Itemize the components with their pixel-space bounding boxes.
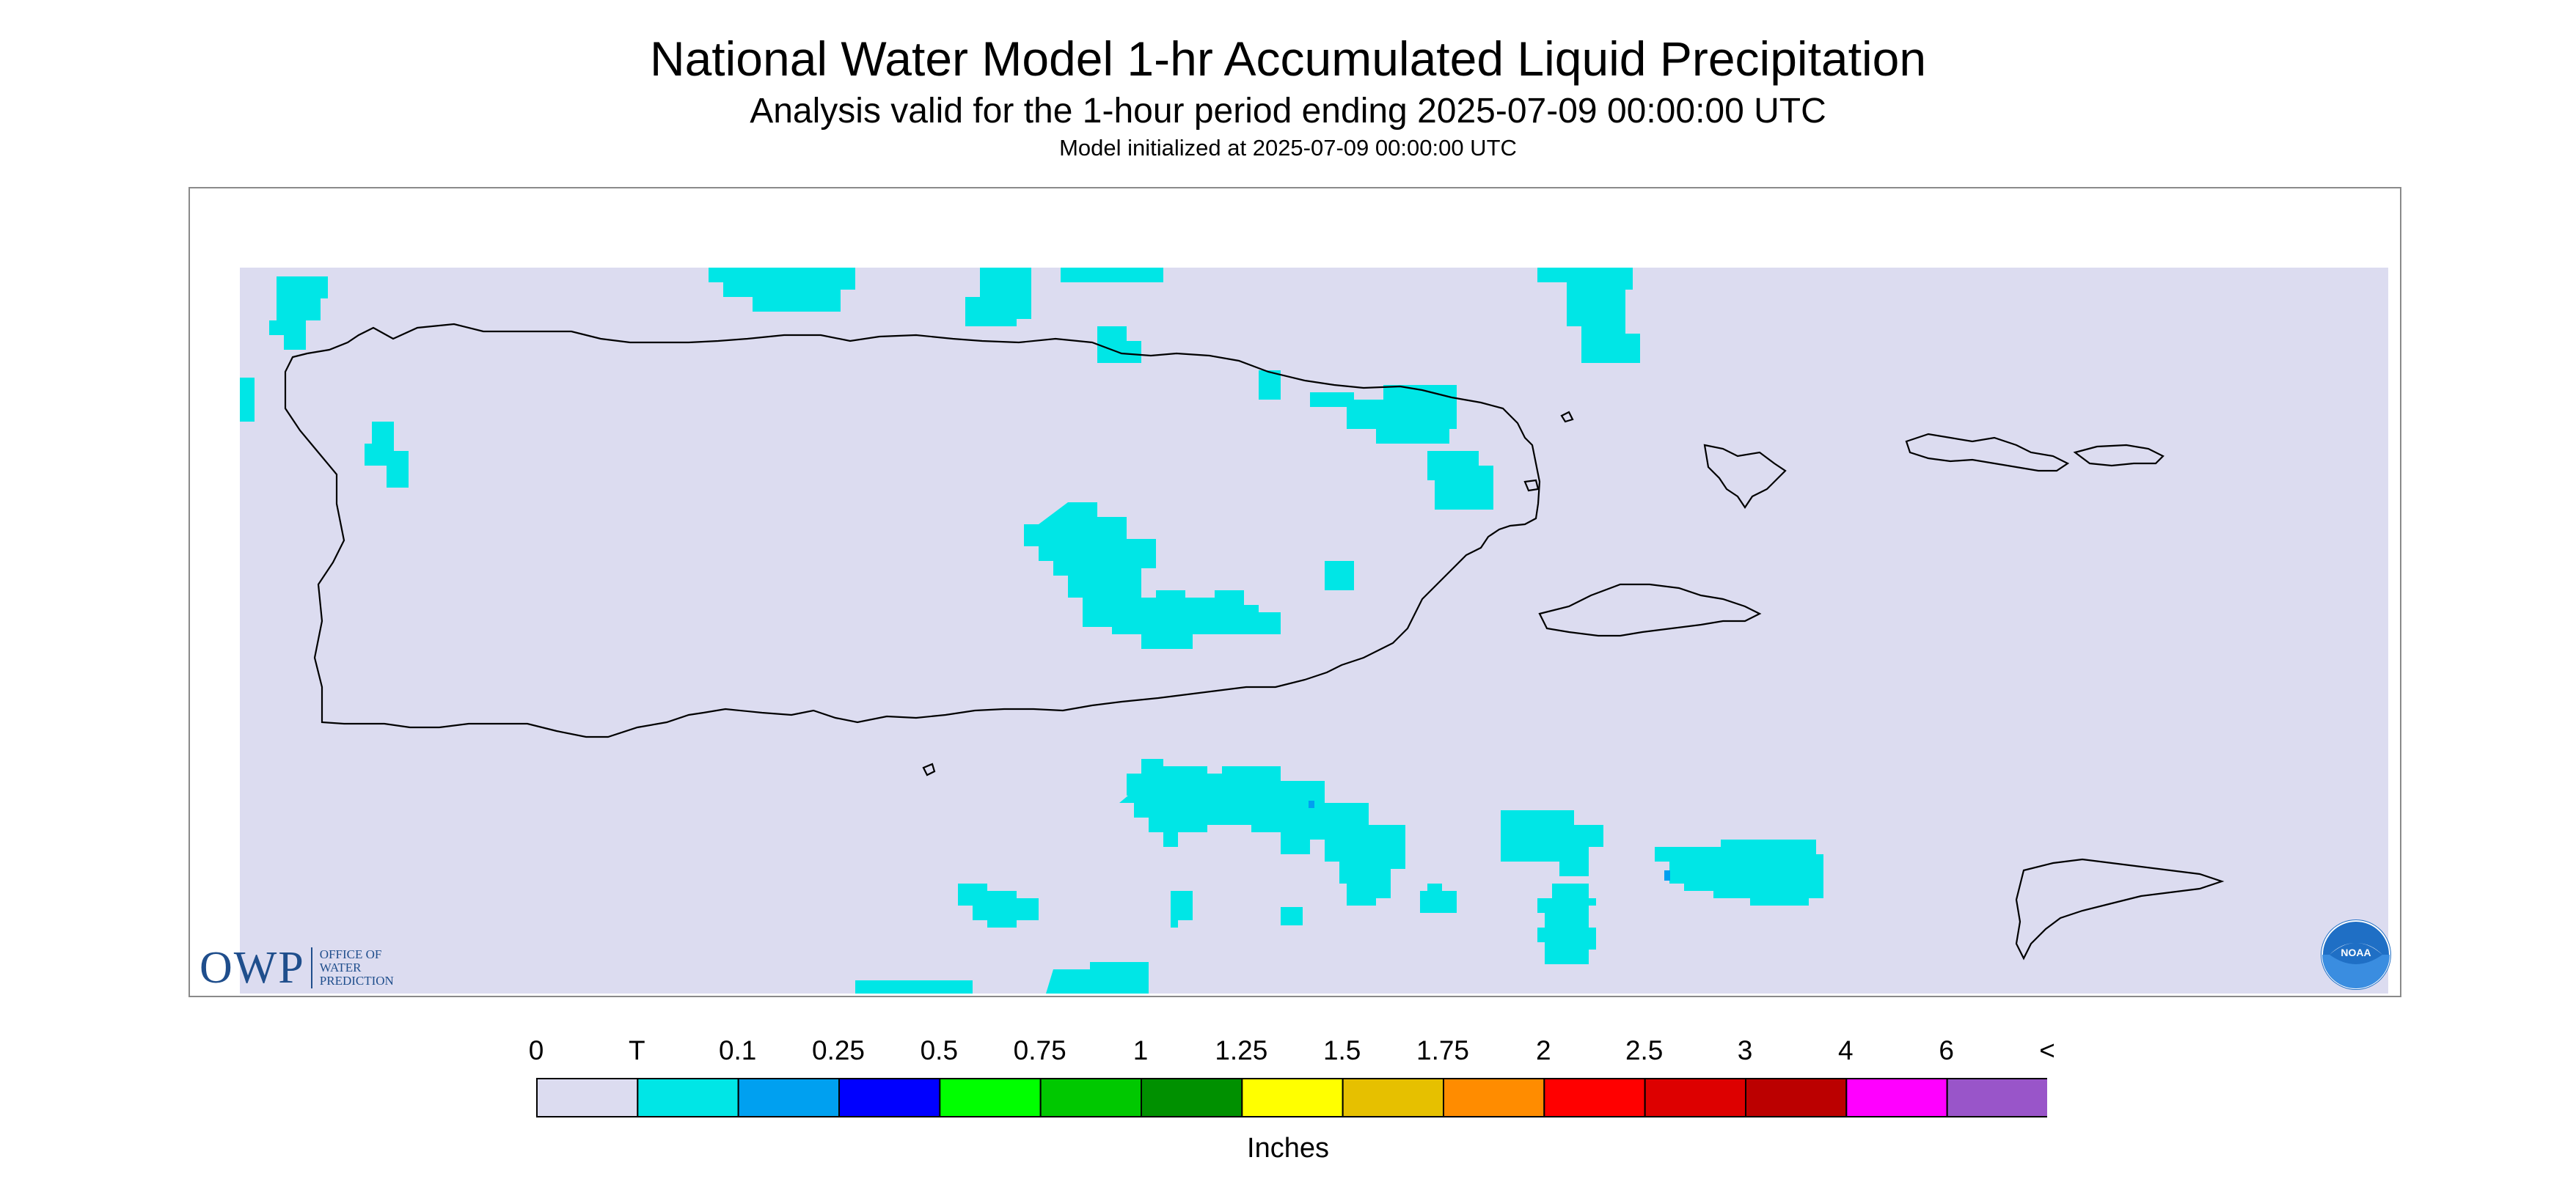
precip-cell <box>1537 884 1596 964</box>
coastlines <box>284 323 2225 961</box>
owp-logo-line: PREDICTION <box>319 974 394 988</box>
owp-logo-mark: OWP <box>200 942 305 993</box>
map-subtitle: Analysis valid for the 1-hour period end… <box>750 92 1826 131</box>
legend-swatch <box>1644 1078 1746 1117</box>
owp-logo-text: OFFICE OF WATER PREDICTION <box>320 948 394 988</box>
legend-tick-label: 2 <box>1536 1035 1551 1065</box>
legend-swatch <box>1141 1078 1243 1117</box>
legend-tick-label: 0.75 <box>1013 1035 1066 1065</box>
legend-tick-label: 6 <box>1939 1035 1954 1065</box>
coastline-islet <box>1523 479 1540 492</box>
legend-tick-label: 1.5 <box>1322 1035 1361 1065</box>
precip-cell <box>1559 825 1603 876</box>
legend-swatch <box>1342 1078 1444 1117</box>
precip-cell <box>965 268 1031 326</box>
owp-logo: OWP OFFICE OF WATER PREDICTION <box>200 942 394 994</box>
precip-cell-light <box>1309 801 1314 808</box>
owp-logo-line: WATER <box>319 961 362 974</box>
legend-tick-label: 3 <box>1737 1035 1753 1065</box>
precip-cell <box>1024 502 1281 649</box>
map-panel <box>189 187 2401 997</box>
model-init-line: Model initialized at 2025-07-09 00:00:00… <box>1059 135 1517 161</box>
map-title: National Water Model 1-hr Accumulated Li… <box>649 32 1927 86</box>
precip-cell <box>1427 451 1493 510</box>
precip-cell <box>1119 766 1405 906</box>
coastline-culebra <box>1703 444 1787 509</box>
precip-cell <box>269 276 328 350</box>
coastline-puerto-rico <box>284 323 1541 738</box>
noaa-logo-mark: NOAA <box>2341 947 2371 958</box>
noaa-logo: NOAA <box>2321 919 2391 990</box>
owp-logo-divider <box>310 947 312 988</box>
precip-cell <box>1171 891 1193 928</box>
precip-cell <box>1046 962 1149 994</box>
coastline-islet <box>1560 411 1574 423</box>
legend-tick-label: 1.75 <box>1416 1035 1470 1065</box>
coastline-st-john <box>2073 444 2165 467</box>
legend-tick-label: 1.25 <box>1215 1035 1268 1065</box>
coastline-islet <box>922 763 936 777</box>
precip-cell <box>1325 561 1354 590</box>
precip-cell <box>855 980 973 994</box>
legend-swatch <box>1241 1078 1344 1117</box>
legend-tick-label: 0.1 <box>718 1035 757 1065</box>
legend-swatch <box>1039 1078 1143 1117</box>
coastline-vieques <box>1538 583 1762 637</box>
legend-swatch <box>1946 1078 2047 1117</box>
legend-swatch <box>939 1078 1042 1117</box>
coastline-st-thomas <box>1905 433 2070 472</box>
legend-tick-label: 4 <box>1838 1035 1854 1065</box>
precipitation-map <box>240 268 2388 994</box>
legend-swatch <box>1543 1078 1646 1117</box>
precip-cell <box>1259 370 1281 400</box>
legend-swatch <box>637 1078 739 1117</box>
legend-swatch <box>737 1078 840 1117</box>
legend-swatch <box>838 1078 941 1117</box>
precip-cell <box>240 378 255 422</box>
precip-cell <box>1310 385 1457 444</box>
legend-tick-label: T <box>629 1035 645 1065</box>
legend-tick-label: 0.5 <box>920 1035 959 1065</box>
legend-swatch <box>1845 1078 1948 1117</box>
legend-tick-label: < <box>2039 1035 2055 1065</box>
precip-cell <box>1061 268 1163 282</box>
legend-swatch <box>536 1078 639 1117</box>
model-domain <box>240 268 2388 994</box>
precip-cell <box>1501 810 1574 862</box>
precip-cell <box>365 422 409 488</box>
precip-cell-light <box>1664 870 1670 881</box>
precip-cell <box>1141 788 1178 832</box>
legend-tick-label: 2.5 <box>1625 1035 1664 1065</box>
owp-logo-line: OFFICE OF <box>319 947 382 961</box>
precip-trace-areas <box>240 268 1823 994</box>
precip-cell <box>1281 907 1303 925</box>
legend-tick-label: 0 <box>528 1035 544 1065</box>
precip-cell <box>1655 840 1823 906</box>
precip-cell <box>958 884 1039 928</box>
legend-title: Inches <box>1247 1133 1329 1164</box>
legend-tick-label: 1 <box>1133 1035 1149 1065</box>
legend-colorbar <box>536 1078 2047 1117</box>
legend-swatch <box>1745 1078 1848 1117</box>
legend-tick-label: 0.25 <box>811 1035 866 1065</box>
precip-cell <box>1420 884 1457 913</box>
precip-cell <box>1537 268 1640 363</box>
coastline-st-croix <box>2015 858 2225 961</box>
legend-swatch <box>1443 1078 1545 1117</box>
precip-cell <box>709 268 855 312</box>
